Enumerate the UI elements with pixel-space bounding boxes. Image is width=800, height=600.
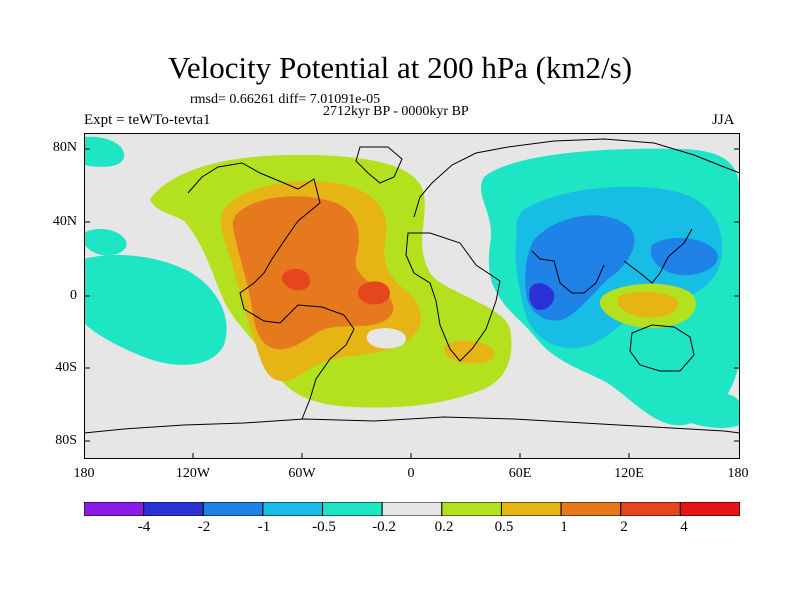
- contour-neg-0.2-arctic: [84, 136, 125, 167]
- contour-pos-2-b: [358, 281, 390, 305]
- contour-pos-2-a: [281, 268, 310, 291]
- colorbar-label: -1: [257, 519, 271, 535]
- lat-label-40n: 40N: [52, 214, 77, 229]
- colorbar: [84, 502, 740, 516]
- coast-eurasia: [413, 138, 740, 294]
- colorbar-box: [143, 502, 204, 516]
- colorbar-box: [84, 502, 145, 516]
- colorbar-box: [322, 502, 383, 516]
- lon-label-180w: 180: [73, 466, 95, 481]
- period-text: 2712kyr BP - 0000kyr BP: [323, 104, 469, 119]
- lon-label-120e: 120E: [614, 466, 644, 481]
- lon-label-0: 0: [407, 466, 415, 481]
- contour-neg-0.2-pacific-w: [84, 254, 227, 365]
- lon-label-60e: 60E: [508, 466, 532, 481]
- colorbar-label: 4: [680, 519, 688, 535]
- colorbar-label: 0.5: [494, 519, 514, 535]
- contour-neutral-hole-south-atlantic: [366, 328, 406, 349]
- map-frame: [84, 133, 740, 459]
- lat-label-80n: 80N: [52, 140, 77, 155]
- season-label: JJA: [712, 112, 735, 128]
- stats-text: rmsd= 0.66261 diff= 7.01091e-05: [190, 92, 381, 107]
- experiment-label: Expt = teWTo-tevta1: [84, 112, 211, 128]
- contour-neg-1-pacific: [650, 237, 718, 276]
- colorbar-label: -2: [197, 519, 211, 535]
- colorbar-label: -0.5: [312, 519, 336, 535]
- colorbar-box: [202, 502, 264, 516]
- colorbar-label: 0.2: [434, 519, 454, 535]
- contour-neg-2-indian: [529, 283, 555, 310]
- colorbar-box: [441, 502, 502, 516]
- lat-label-0: 0: [70, 288, 77, 303]
- colorbar-box: [679, 502, 740, 516]
- contour-pos-0.5-maritime: [618, 291, 678, 318]
- contour-pos-1: [232, 196, 394, 350]
- colorbar-label: -0.2: [372, 519, 396, 535]
- colorbar-label: 1: [560, 519, 568, 535]
- colorbar-label: 2: [620, 519, 628, 535]
- coast-antarctica: [84, 416, 740, 434]
- colorbar-box: [560, 502, 622, 516]
- lon-label-120w: 120W: [175, 466, 211, 481]
- contour-neg-0.2-south-pacific: [676, 392, 740, 428]
- map-title: Velocity Potential at 200 hPa (km2/s): [167, 50, 633, 85]
- colorbar-box: [381, 502, 443, 516]
- lon-label-60w: 60W: [288, 466, 316, 481]
- colorbar-box: [620, 502, 681, 516]
- lat-label-80s: 80S: [55, 433, 77, 448]
- velocity-potential-map: [84, 133, 740, 459]
- lon-label-180e: 180: [727, 466, 749, 481]
- colorbar-label: -4: [137, 519, 151, 535]
- coast-greenland: [355, 146, 403, 184]
- coastlines: [84, 138, 740, 434]
- coast-south-america: [279, 304, 355, 420]
- colorbar-box: [262, 502, 324, 516]
- contour-neg-0.2-nw: [84, 228, 127, 256]
- coast-australia: [629, 324, 695, 372]
- lat-label-40s: 40S: [55, 360, 77, 375]
- coast-north-america: [187, 162, 321, 324]
- coast-africa: [405, 232, 501, 362]
- colorbar-box: [500, 502, 562, 516]
